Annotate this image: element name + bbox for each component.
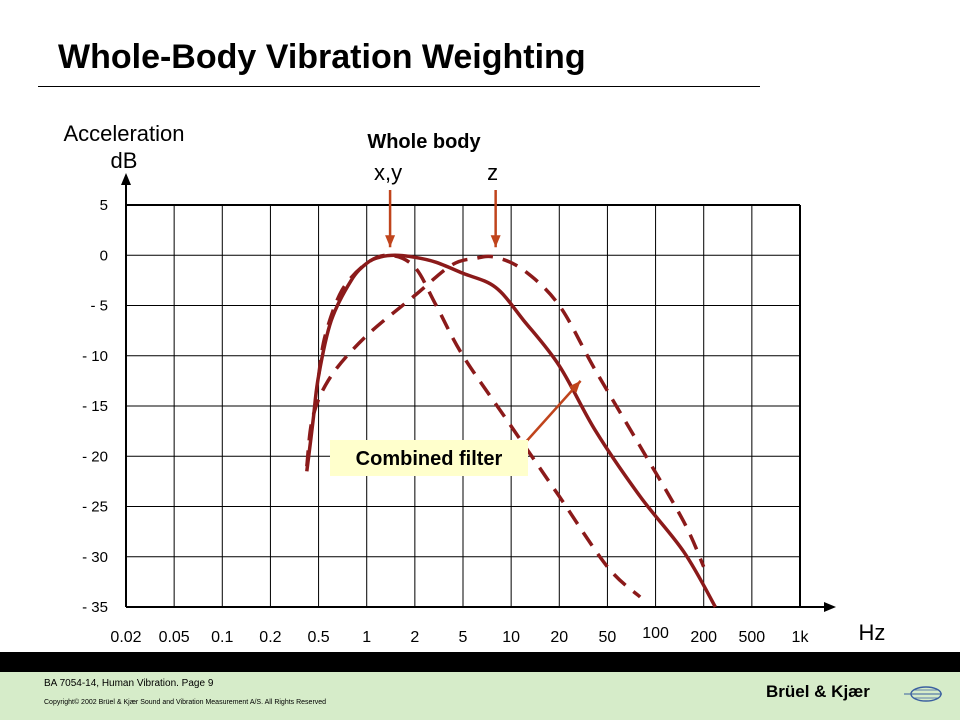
y-tick-label: - 10 (82, 348, 108, 365)
annotation-xy-label: x,y (374, 160, 402, 185)
y-tick-label: 0 (100, 247, 108, 264)
y-axis-label-line1: Acceleration (63, 121, 184, 146)
slide-title: Whole-Body Vibration Weighting (58, 38, 586, 76)
series-line-x-y (316, 253, 642, 599)
annotation-combined-box (330, 440, 528, 476)
y-tick-label: - 30 (82, 549, 108, 566)
x-tick-label: 0.1 (211, 629, 233, 646)
chart-grid (121, 173, 836, 612)
annotation-z-label: z (487, 160, 498, 185)
y-tick-label: - 35 (82, 599, 108, 616)
whole-body-label: Whole body (367, 131, 481, 153)
x-tick-label: 0.05 (159, 629, 190, 646)
footer-band (0, 652, 960, 672)
x-tick-label: 1k (792, 629, 810, 646)
y-tick-label: - 15 (82, 398, 108, 415)
x-tick-label: 500 (739, 629, 766, 646)
y-axis-arrow-icon (121, 173, 131, 185)
annotation-z-arrow-head-icon (490, 235, 501, 248)
y-tick-label: 5 (100, 197, 108, 214)
annotation-xy-arrow-head-icon (385, 235, 396, 248)
x-tick-label: 0.2 (259, 629, 281, 646)
annotation-combined-arrow-head-icon (568, 380, 581, 394)
x-tick-label: 200 (690, 629, 717, 646)
x-tick-label: 0.5 (307, 629, 329, 646)
series-line-z (305, 254, 706, 568)
chart-curves (305, 253, 717, 608)
y-axis-label-line2: dB (111, 148, 138, 173)
series-line-combined-filter (305, 253, 717, 608)
weighting-chart: Acceleration dB Hz Whole body 0.02 0.05 0.… (63, 121, 886, 646)
y-tick-label: - 25 (82, 499, 108, 516)
x-tick-label: 2 (410, 629, 419, 646)
footer: BA 7054-14, Human Vibration. Page 9 Copy… (0, 672, 960, 720)
y-tick-label: - 5 (90, 298, 108, 315)
x-tick-label: 1 (362, 629, 371, 646)
x-tick-label: 100 (642, 625, 669, 642)
x-tick-label: 20 (550, 629, 568, 646)
x-tick-label: 50 (599, 629, 617, 646)
footer-copyright: Copyright© 2002 Brüel & Kjær Sound and V… (44, 699, 327, 706)
title-underline (38, 86, 760, 87)
x-axis-arrow-icon (824, 602, 836, 612)
y-tick-label: - 20 (82, 448, 108, 465)
x-tick-label: 5 (459, 629, 468, 646)
chart-ticks: 0.02 0.05 0.1 0.2 0.5 1 2 5 10 20 50 100 200 500 1k50-… (82, 197, 809, 646)
annotation-combined-arrow (523, 380, 582, 445)
chart-annotations: x,y z Combined filter (330, 160, 582, 476)
brand-logo-icon (904, 686, 942, 702)
x-axis-label: Hz (859, 620, 886, 645)
annotation-combined-label: Combined filter (356, 448, 503, 470)
brand-name: Brüel & Kjær (766, 682, 870, 701)
x-tick-label: 10 (502, 629, 520, 646)
x-tick-label: 0.02 (110, 629, 141, 646)
footer-doc-ref: BA 7054-14, Human Vibration. Page 9 (44, 678, 214, 689)
